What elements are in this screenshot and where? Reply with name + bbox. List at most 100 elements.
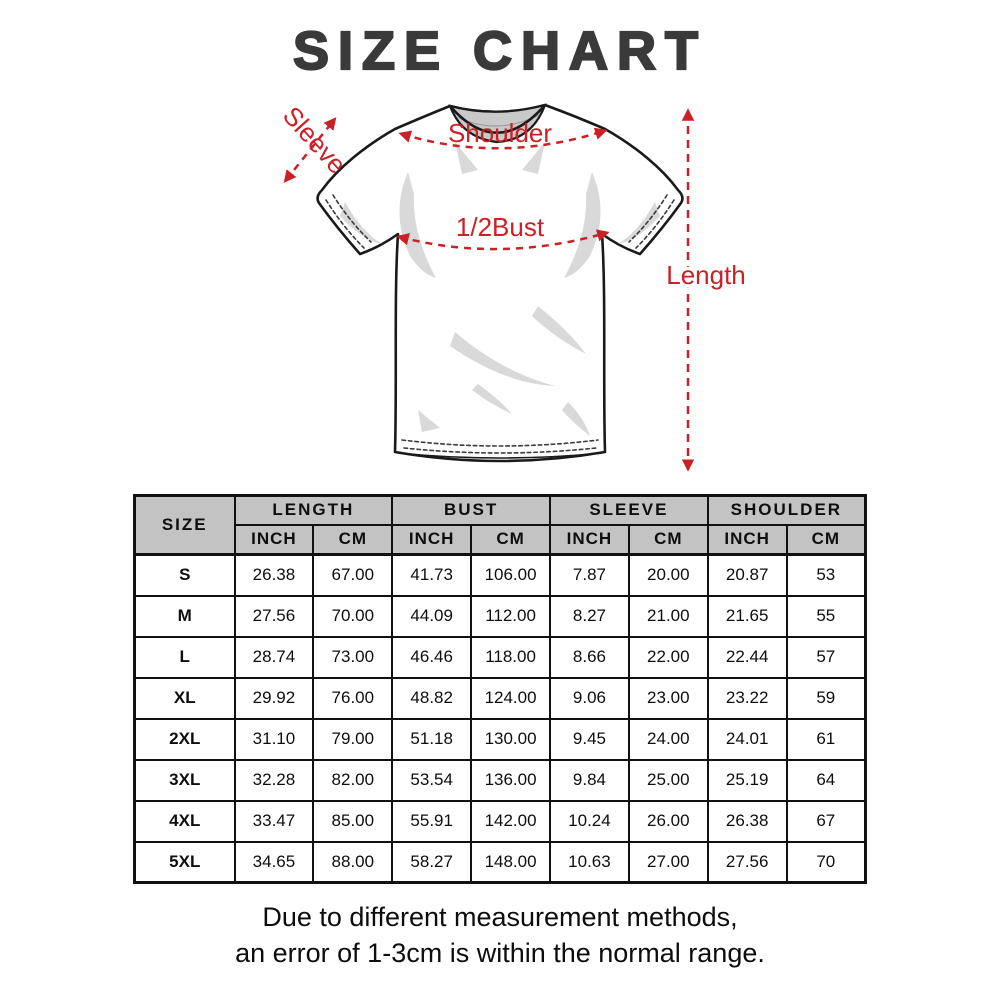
measurement-cell: 70 [785,840,867,884]
size-cell: XL [133,676,236,720]
page-title: SIZE CHART [292,20,707,82]
unit-header-row: INCH CM INCH CM INCH CM INCH CM [135,523,867,556]
measurement-cell: 27.00 [627,840,709,884]
measurement-cell: 25.00 [627,758,709,802]
shirt-wrinkles [340,142,660,436]
measurement-cell: 79.00 [312,717,394,761]
measurement-cell: 58.27 [391,840,473,884]
measurement-cell: 55.91 [391,799,473,843]
measurement-cell: 8.27 [549,594,630,638]
size-cell: S [133,553,236,597]
measurement-cell: 9.45 [549,717,630,761]
table-row: 5XL 34.65 88.00 58.27 148.00 10.63 27.00 27.56 7… [133,840,867,884]
measurement-cell: 27.56 [706,840,788,884]
col-header-sleeve: SLEEVE [549,494,709,526]
measurement-cell: 82.00 [312,758,394,802]
measurement-cell: 53.54 [391,758,473,802]
measurement-cell: 20.87 [706,553,788,597]
unit-header-cm: CM [470,523,551,556]
measurement-cell: 51.18 [391,717,473,761]
measurement-cell: 26.38 [706,799,788,843]
measurement-cell: 106.00 [470,553,551,597]
size-table: SIZE LENGTH BUST SLEEVE SHOULDER INCH CM… [133,494,867,884]
col-header-bust: BUST [391,494,551,526]
measurement-cell: 7.87 [549,553,630,597]
measurement-cell: 31.10 [233,717,315,761]
measurement-annotations [283,108,695,472]
measurement-cell: 55 [785,594,867,638]
measurement-cell: 67.00 [312,553,394,597]
size-table-header: SIZE LENGTH BUST SLEEVE SHOULDER INCH CM… [133,494,867,556]
measurement-cell: 118.00 [470,635,551,679]
measurement-cell: 61 [785,717,867,761]
measurement-note: Due to different measurement methods, an… [0,900,1000,971]
measurement-cell: 85.00 [312,799,394,843]
note-line-1: Due to different measurement methods, [262,902,738,932]
half-bust-label: 1/2Bust [456,212,545,242]
size-cell: 3XL [133,758,236,802]
unit-header-inch: INCH [549,523,630,556]
measurement-cell: 73.00 [312,635,394,679]
measurement-cell: 148.00 [470,840,551,884]
table-row: S 26.38 67.00 41.73 106.00 7.87 20.00 20.87 53 [133,553,867,597]
measurement-cell: 23.00 [627,676,709,720]
measurement-cell: 53 [785,553,867,597]
size-cell: M [133,594,236,638]
size-cell: 4XL [133,799,236,843]
measurement-cell: 130.00 [470,717,551,761]
measurement-cell: 34.65 [233,840,315,884]
note-line-2: an error of 1-3cm is within the normal r… [235,937,765,968]
measurement-cell: 76.00 [312,676,394,720]
measurement-cell: 10.24 [549,799,630,843]
col-header-length: LENGTH [233,494,394,526]
size-table-body: S 26.38 67.00 41.73 106.00 7.87 20.00 20.87 53 M 2… [133,553,867,884]
measurement-cell: 67 [785,799,867,843]
measurement-cell: 8.66 [549,635,630,679]
table-row: M 27.56 70.00 44.09 112.00 8.27 21.00 21.65 55 [133,594,867,638]
unit-header-cm: CM [785,523,867,556]
size-cell: 5XL [133,840,236,884]
measurement-cell: 33.47 [233,799,315,843]
col-header-size: SIZE [133,494,236,556]
measurement-cell: 46.46 [391,635,473,679]
measurement-cell: 88.00 [312,840,394,884]
measurement-cell: 57 [785,635,867,679]
measurement-cell: 26.00 [627,799,709,843]
measurement-cell: 136.00 [470,758,551,802]
unit-header-inch: INCH [706,523,788,556]
measurement-cell: 25.19 [706,758,788,802]
measurement-cell: 28.74 [233,635,315,679]
measurement-cell: 20.00 [627,553,709,597]
measurement-cell: 48.82 [391,676,473,720]
table-row: 2XL 31.10 79.00 51.18 130.00 9.45 24.00 24.01 61 [133,717,867,761]
measurement-cell: 22.00 [627,635,709,679]
measurement-cell: 10.63 [549,840,630,884]
measurement-cell: 59 [785,676,867,720]
size-cell: 2XL [133,717,236,761]
unit-header-cm: CM [627,523,709,556]
measurement-cell: 21.00 [627,594,709,638]
measurement-cell: 112.00 [470,594,551,638]
shirt-stitching [325,194,675,454]
measurement-cell: 9.84 [549,758,630,802]
measurement-cell: 142.00 [470,799,551,843]
sleeve-label: Sleeve [277,100,352,179]
measurement-cell: 22.44 [706,635,788,679]
measurement-cell: 9.06 [549,676,630,720]
measurement-cell: 23.22 [706,676,788,720]
hem-line [397,452,603,459]
table-row: L 28.74 73.00 46.46 118.00 8.66 22.00 22.44 57 [133,635,867,679]
measurement-cell: 26.38 [233,553,315,597]
measurement-cell: 41.73 [391,553,473,597]
col-header-shoulder: SHOULDER [706,494,867,526]
measurement-cell: 70.00 [312,594,394,638]
group-header-row: SIZE LENGTH BUST SLEEVE SHOULDER [133,494,867,556]
tshirt-diagram: Sleeve Shoulder 1/2Bust Length [250,84,750,484]
table-row: 3XL 32.28 82.00 53.54 136.00 9.84 25.00 25.19 64 [133,758,867,802]
measurement-cell: 32.28 [233,758,315,802]
measurement-cell: 27.56 [233,594,315,638]
measurement-cell: 64 [785,758,867,802]
shoulder-label: Shoulder [448,118,552,148]
length-label: Length [666,260,746,290]
